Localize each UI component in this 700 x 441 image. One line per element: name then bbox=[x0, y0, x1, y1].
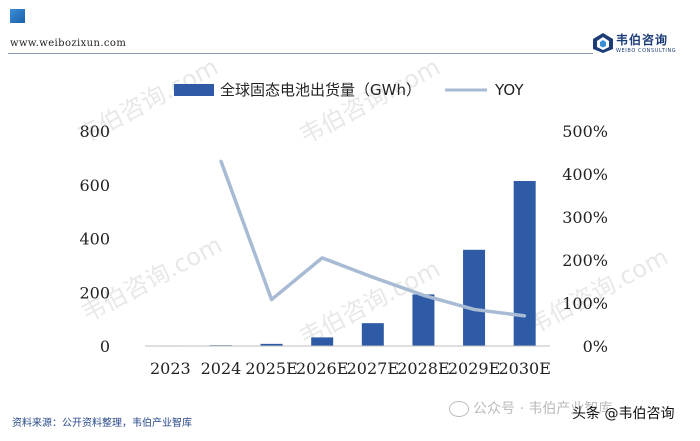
site-url: www.weibozixun.com bbox=[10, 38, 127, 49]
brand-name: 韦伯咨询 bbox=[616, 33, 669, 47]
y-right-tick-label: 100% bbox=[562, 294, 608, 313]
x-tick-label: 2030E bbox=[498, 359, 550, 378]
toutiao-watermark: 头条 @韦伯咨询 bbox=[572, 406, 675, 422]
brand-block: 韦伯咨询 WEIBO CONSULTING bbox=[592, 26, 692, 64]
header-divider bbox=[8, 53, 593, 54]
yoy-line-series bbox=[219, 159, 527, 318]
bar bbox=[513, 180, 536, 346]
wechat-watermark: 公众号 · 韦伯产业智库 bbox=[449, 398, 612, 418]
y-right-tick-label: 300% bbox=[562, 208, 608, 227]
right-axis-ticks: 0% 100% 200% 300% 400% 500% bbox=[562, 122, 608, 356]
y-left-tick-label: 200 bbox=[79, 283, 110, 302]
y-right-tick-label: 200% bbox=[562, 251, 608, 270]
x-tick-label: 2028E bbox=[397, 359, 449, 378]
brand-subtitle: WEIBO CONSULTING bbox=[616, 48, 677, 54]
x-tick-label: 2025E bbox=[245, 359, 297, 378]
yoy-point bbox=[421, 293, 425, 297]
bar bbox=[412, 294, 435, 346]
yoy-point bbox=[270, 298, 274, 302]
y-right-tick-label: 0% bbox=[583, 337, 608, 356]
brand-logo-icon bbox=[593, 33, 613, 53]
x-tick-label: 2023 bbox=[150, 359, 191, 378]
bar bbox=[260, 343, 283, 346]
yoy-point bbox=[472, 307, 476, 311]
yoy-point bbox=[371, 275, 375, 279]
x-tick-label: 2027E bbox=[347, 359, 399, 378]
chart-legend: 全球固态电池出货量（GWh） YOY bbox=[174, 81, 524, 99]
y-right-tick-label: 400% bbox=[562, 165, 608, 184]
yoy-point bbox=[320, 256, 324, 260]
legend-bar-swatch bbox=[174, 84, 214, 96]
bar-series bbox=[159, 180, 536, 347]
x-tick-label: 2024 bbox=[201, 359, 242, 378]
legend-line-label: YOY bbox=[494, 81, 524, 99]
y-left-tick-label: 400 bbox=[79, 230, 110, 249]
yoy-point bbox=[219, 159, 223, 163]
wechat-icon bbox=[449, 401, 469, 417]
wechat-text: 公众号 · 韦伯产业智库 bbox=[473, 401, 613, 417]
y-left-tick-label: 0 bbox=[100, 337, 110, 356]
bar bbox=[361, 323, 384, 346]
bar bbox=[311, 337, 334, 346]
legend-bar-label: 全球固态电池出货量（GWh） bbox=[220, 81, 421, 99]
x-tick-label: 2026E bbox=[296, 359, 348, 378]
y-right-tick-label: 500% bbox=[562, 122, 608, 141]
y-left-tick-label: 800 bbox=[79, 122, 110, 141]
bar bbox=[463, 249, 486, 346]
yoy-point bbox=[523, 314, 527, 318]
left-axis-ticks: 0 200 400 600 800 bbox=[79, 122, 110, 356]
brand-corner-square bbox=[10, 9, 25, 23]
y-left-tick-label: 600 bbox=[79, 176, 110, 195]
source-note: 资料来源：公开资料整理，韦伯产业智库 bbox=[12, 418, 192, 429]
x-tick-label: 2029E bbox=[448, 359, 500, 378]
